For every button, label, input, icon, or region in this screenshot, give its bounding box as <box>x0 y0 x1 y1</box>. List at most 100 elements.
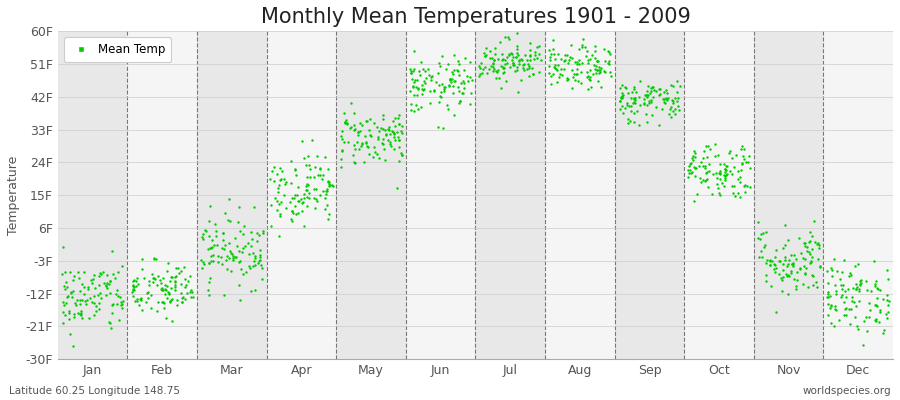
Point <box>446 112 461 118</box>
Point <box>784 268 798 274</box>
Point <box>616 92 630 98</box>
Point <box>124 288 139 295</box>
Point <box>352 146 366 152</box>
Point <box>487 56 501 63</box>
Point <box>289 210 303 217</box>
Point <box>129 278 143 284</box>
Point <box>598 69 612 76</box>
Point <box>637 101 652 107</box>
Point <box>416 86 430 93</box>
Point <box>868 302 883 308</box>
Point <box>171 264 185 271</box>
Point <box>860 314 874 320</box>
Point <box>762 257 777 264</box>
Point <box>670 89 685 95</box>
Point <box>131 302 146 308</box>
Point <box>145 271 159 277</box>
Point <box>73 288 87 294</box>
Point <box>656 89 670 95</box>
Point <box>520 61 535 68</box>
Point <box>394 152 409 158</box>
Point <box>435 80 449 87</box>
Point <box>616 93 630 100</box>
Point <box>580 48 594 54</box>
Point <box>94 271 109 277</box>
Bar <box>58 31 128 359</box>
Point <box>768 262 782 268</box>
Point <box>627 100 642 106</box>
Point <box>641 82 655 89</box>
Point <box>297 195 311 201</box>
Point <box>767 266 781 272</box>
Point <box>104 248 119 254</box>
Point <box>572 78 586 84</box>
Point <box>739 158 753 165</box>
Point <box>150 282 165 288</box>
Point <box>300 194 314 201</box>
Point <box>824 266 839 273</box>
Point <box>224 249 238 256</box>
Point <box>232 248 247 255</box>
Point <box>418 68 432 75</box>
Point <box>824 302 838 308</box>
Point <box>202 260 216 266</box>
Point <box>574 44 589 51</box>
Point <box>514 56 528 62</box>
Point <box>395 130 410 136</box>
Point <box>376 136 391 142</box>
Point <box>519 56 534 63</box>
Point <box>382 124 396 131</box>
Point <box>414 104 428 110</box>
Point <box>710 181 724 187</box>
Point <box>104 324 118 331</box>
Point <box>832 317 846 323</box>
Point <box>615 82 629 88</box>
Point <box>202 274 217 281</box>
Point <box>392 158 406 164</box>
Point <box>508 62 522 68</box>
Point <box>436 125 450 131</box>
Point <box>335 146 349 153</box>
Point <box>531 68 545 75</box>
Point <box>86 312 101 318</box>
Point <box>782 273 796 280</box>
Point <box>167 283 182 290</box>
Point <box>738 188 752 195</box>
Point <box>543 54 557 60</box>
Point <box>774 276 788 283</box>
Point <box>419 75 434 81</box>
Point <box>781 237 796 244</box>
Point <box>496 56 510 62</box>
Point <box>57 302 71 308</box>
Point <box>202 202 217 209</box>
Point <box>718 174 733 181</box>
Point <box>562 57 576 64</box>
Point <box>386 130 400 137</box>
Point <box>313 172 328 178</box>
Point <box>245 236 259 242</box>
Point <box>850 261 865 268</box>
Point <box>759 228 773 235</box>
Point <box>737 182 751 188</box>
Point <box>810 240 824 247</box>
Point <box>840 294 854 300</box>
Point <box>872 319 886 325</box>
Point <box>58 285 73 292</box>
Point <box>580 72 595 79</box>
Point <box>454 80 468 86</box>
Point <box>616 103 630 109</box>
Point <box>713 170 727 176</box>
Point <box>864 288 878 294</box>
Point <box>522 65 536 71</box>
Point <box>271 189 285 196</box>
Point <box>441 83 455 90</box>
Point <box>849 286 863 292</box>
Point <box>288 167 302 173</box>
Point <box>393 150 408 157</box>
Point <box>668 105 682 112</box>
Point <box>805 254 819 260</box>
Point <box>63 269 77 276</box>
Point <box>598 46 612 53</box>
Point <box>581 60 596 66</box>
Point <box>528 49 543 55</box>
